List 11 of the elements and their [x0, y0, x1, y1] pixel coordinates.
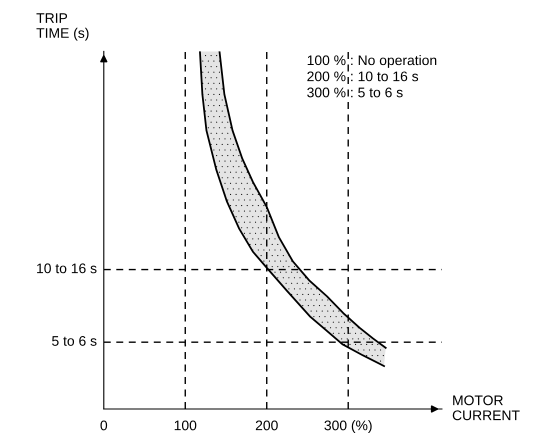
- x-tick-label: 300 (%): [324, 420, 372, 434]
- annotation: 100 % : No operation: [308, 54, 436, 68]
- ref-line-label: 5 to 6 s: [52, 336, 97, 346]
- annotation: 200 % : 10 to 16 s: [307, 71, 418, 82]
- x-axis-title: MOTOR CURRENT: [452, 395, 520, 420]
- annotation: 300 % : 5 to 6 s: [307, 88, 403, 98]
- x-tick-label: 200: [256, 420, 278, 430]
- ref-line-label: 10 to 16 s: [37, 263, 97, 274]
- x-tick-label: 100: [174, 420, 196, 430]
- x-tick-label: 0: [100, 420, 108, 430]
- y-axis-title: TRIP TIME (s): [36, 13, 89, 41]
